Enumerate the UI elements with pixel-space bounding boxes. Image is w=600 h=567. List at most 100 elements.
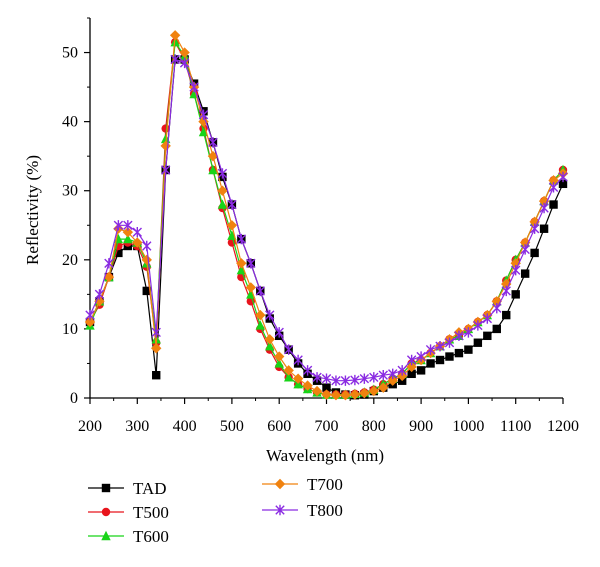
data-point-t800 [208,137,218,148]
data-point-tad [454,348,464,358]
data-point-t800 [198,109,209,120]
data-point-t700 [169,30,181,41]
data-point-t800 [85,309,95,321]
data-point-tad [407,369,416,379]
data-point-t700 [226,220,238,231]
data-point-t800 [179,57,190,69]
data-point-t700 [283,365,294,376]
y-tick-label: 20 [62,252,78,269]
data-point-t700 [349,389,361,400]
data-point-t800 [359,373,370,384]
data-point-t800 [94,289,105,300]
data-point-t800 [511,264,521,276]
data-point-tad [539,224,549,233]
data-point-tad [530,248,539,258]
data-point-t800 [312,372,322,383]
data-point-tad [445,352,454,361]
data-point-t700 [406,361,417,373]
data-point-tad [322,383,331,392]
data-point-t700 [510,258,521,269]
series-t700 [84,30,569,401]
legend-label: TAD [133,479,167,498]
data-point-t800 [321,373,332,384]
data-point-tad [426,359,435,368]
legend-marker [101,530,111,541]
data-point-t800 [293,354,303,366]
data-point-t700 [217,185,228,196]
data-point-t800 [331,375,341,386]
data-point-t700 [151,343,162,354]
data-point-t700 [103,271,115,283]
data-point-t700 [236,258,247,269]
data-point-t800 [369,372,379,383]
data-point-t800 [388,368,398,380]
data-point-t800 [454,330,464,342]
legend-marker [274,478,286,490]
data-point-t700 [292,373,304,384]
data-point-t800 [217,168,228,179]
data-point-t600 [198,126,209,137]
data-point-t600 [217,199,228,209]
data-point-t800 [425,344,436,355]
data-series [84,30,569,401]
data-point-t700 [548,175,559,186]
data-point-t800 [416,351,426,362]
data-point-t700 [132,237,143,248]
data-point-t800 [558,171,568,183]
data-point-tad [520,269,530,278]
legend-item-t800: T800 [262,501,343,520]
data-point-tad [549,200,558,209]
data-point-t700 [122,226,134,238]
data-point-t700 [321,389,332,400]
data-point-t700 [311,385,323,397]
data-point-t700 [207,150,219,162]
data-point-t700 [340,390,351,401]
axes: 200 300 400 500 600 700 800 900 1000 1100 1200 0 10 2… [62,17,579,435]
series-line-t500 [89,40,564,396]
data-point-tad [114,248,123,258]
legend-label: T700 [307,475,343,494]
x-tick-label: 500 [220,418,244,435]
data-point-t800 [189,81,199,93]
data-point-t700 [264,334,275,345]
data-point-t600 [283,372,294,382]
data-point-t800 [104,258,114,269]
data-point-t800 [539,202,549,214]
y-tick-label: 50 [62,45,78,62]
x-tick-label: 900 [409,418,433,435]
data-point-t800 [132,226,142,238]
data-point-t700 [255,309,266,321]
legend-marker [101,507,111,517]
x-tick-label: 600 [267,418,291,435]
data-point-t700 [538,195,550,207]
data-point-tad [511,290,520,299]
data-point-t800 [227,199,237,210]
legend-item-t700: T700 [262,475,343,494]
data-point-t800 [170,54,180,65]
data-point-t800 [378,370,388,381]
data-point-t800 [350,374,360,386]
data-point-t700 [519,237,531,248]
data-point-t800 [142,240,152,252]
data-point-t800 [274,327,284,338]
data-point-t800 [501,285,511,297]
data-point-tad [558,179,568,189]
data-point-t800 [123,220,133,231]
legend-item-t500: T500 [88,503,169,522]
data-point-t800 [302,365,313,376]
x-tick-label: 700 [315,418,339,435]
data-point-t800 [255,285,265,297]
data-point-t800 [283,344,294,355]
data-point-t700 [94,296,105,307]
plot-frame [89,18,563,399]
y-tick-label: 0 [70,390,78,407]
series-line-t600 [89,40,564,396]
data-point-t800 [473,320,483,331]
data-point-t800 [236,233,247,245]
data-point-tad [142,286,151,296]
data-point-t800 [482,313,493,324]
data-point-tad [464,345,473,354]
data-point-t600 [208,164,218,175]
legend-label: T500 [133,503,169,522]
data-point-tad [435,355,445,365]
